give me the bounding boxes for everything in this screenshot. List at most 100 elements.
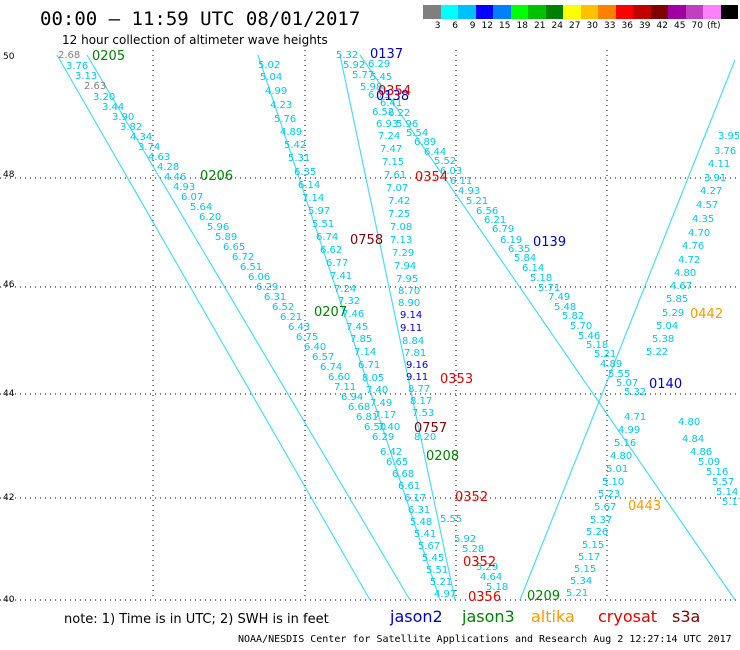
swh-value: 5.92 [454, 534, 476, 545]
swh-value: 5.29 [476, 562, 498, 573]
swh-value: 7.40 [378, 422, 400, 433]
swh-value: 4.46 [164, 172, 186, 183]
swh-value: 5.96 [396, 119, 418, 130]
pass-id-label: 0356 [468, 590, 501, 605]
swh-value: 8.20 [414, 432, 436, 443]
swh-value: 7.40 [366, 385, 388, 396]
swh-value: 5.04 [656, 321, 678, 332]
scale-swatch [475, 5, 493, 19]
swh-value: 6.21 [484, 215, 506, 226]
track-line [339, 54, 456, 601]
swh-value: 5.04 [260, 72, 282, 83]
swh-value: 7.32 [338, 296, 360, 307]
swh-value: 6.89 [414, 137, 436, 148]
scale-label: (ft) [706, 21, 721, 31]
swh-value: 6.22 [388, 108, 410, 119]
swh-value: 7.15 [382, 157, 404, 168]
swh-value: 5.92 [343, 60, 365, 71]
swh-value: 5.48 [410, 517, 432, 528]
footer-note: note: 1) Time is in UTC; 2) SWH is in fe… [64, 612, 329, 627]
pass-id-label: 0353 [440, 372, 473, 387]
satellite-tracks [56, 54, 736, 601]
swh-value: 6.77 [326, 258, 348, 269]
swh-value: 7.61 [384, 170, 406, 181]
swh-value: 8.84 [402, 336, 424, 347]
swh-value: 4.71 [624, 412, 646, 423]
pass-id-label: 0443 [628, 499, 661, 514]
scale-swatch [458, 5, 476, 19]
swh-value: 4.80 [678, 417, 700, 428]
pass-id-label: 0207 [314, 305, 347, 320]
color-scale [423, 5, 738, 19]
swh-value: 5.16 [614, 438, 636, 449]
swh-value: 4.84 [682, 434, 704, 445]
swh-value: 5.41 [414, 529, 436, 540]
swh-value: 4.76 [682, 241, 704, 252]
swh-value: 5.21 [566, 588, 588, 599]
swh-value: 7.49 [548, 292, 570, 303]
swh-value: 5.67 [418, 541, 440, 552]
swh-value: 4.89 [600, 359, 622, 370]
track-line [257, 54, 441, 601]
swh-value: 2.68 [58, 50, 80, 61]
swh-value: 6.61 [398, 481, 420, 492]
scale-label: 15 [499, 21, 511, 31]
swh-value: 7.14 [302, 193, 324, 204]
scale-swatch [633, 5, 651, 19]
scale-swatch [580, 5, 598, 19]
swh-value: 5.51 [426, 565, 448, 576]
swh-value: 5.55 [440, 514, 462, 525]
swh-value: 5.14 [716, 487, 738, 498]
swh-value: 5.21 [430, 577, 452, 588]
swh-value: 5.02 [258, 60, 280, 71]
swh-value: 4.35 [692, 214, 714, 225]
swh-value: 6.56 [476, 206, 498, 217]
swh-value: 8.77 [408, 384, 430, 395]
scale-label: 42 [656, 21, 668, 31]
scale-swatch [668, 5, 686, 19]
swh-value: 5.84 [514, 253, 536, 264]
pass-id-label: 0205 [92, 49, 125, 64]
pass-id-label: 0209 [527, 589, 560, 604]
swh-value: 6.65 [386, 457, 408, 468]
swh-value: 4.97 [434, 589, 456, 600]
swh-value: 6.71 [358, 360, 380, 371]
scale-swatch [528, 5, 546, 19]
scale-swatch [493, 5, 511, 19]
swh-value: 6.29 [256, 282, 278, 293]
swh-value: 5.48 [554, 302, 576, 313]
satellite-legend-item: cryosat [598, 607, 658, 626]
swh-value: 5.38 [652, 334, 674, 345]
swh-value: 5.22 [646, 347, 668, 358]
swh-value: 6.31 [264, 292, 286, 303]
scale-swatch [510, 5, 528, 19]
swh-value: 6.14 [298, 180, 320, 191]
swh-value: 7.41 [330, 271, 352, 282]
swh-value: 3.91 [704, 173, 726, 184]
swh-value: 6.42 [380, 447, 402, 458]
scale-label: 3 [434, 21, 441, 31]
altimeter-map: 2.683.763.132.633.203.443.903.824.343.74… [0, 47, 740, 605]
swh-value: 7.14 [354, 347, 376, 358]
track-line [56, 54, 371, 601]
swh-value: 6.74 [316, 232, 338, 243]
swh-value: 6.81 [356, 412, 378, 423]
swh-value: 8.17 [410, 396, 432, 407]
scale-swatch [720, 5, 738, 19]
scale-swatch [563, 5, 581, 19]
swh-value: 5.64 [190, 202, 212, 213]
swh-value: 5.23 [598, 489, 620, 500]
swh-value: 7.46 [342, 309, 364, 320]
scale-swatch [598, 5, 616, 19]
lat-tick-label: 48 [3, 170, 15, 180]
swh-value: 6.29 [372, 432, 394, 443]
swh-value: 4.99 [265, 86, 287, 97]
swh-value: 5.98 [360, 82, 382, 93]
swh-value: 6.57 [312, 352, 334, 363]
pass-id-label: 0352 [455, 490, 488, 505]
swh-value: 6.72 [232, 252, 254, 263]
swh-value: 6.21 [280, 312, 302, 323]
swh-value: 4.80 [610, 451, 632, 462]
track-line [86, 54, 411, 601]
swh-value: 7.07 [386, 183, 408, 194]
